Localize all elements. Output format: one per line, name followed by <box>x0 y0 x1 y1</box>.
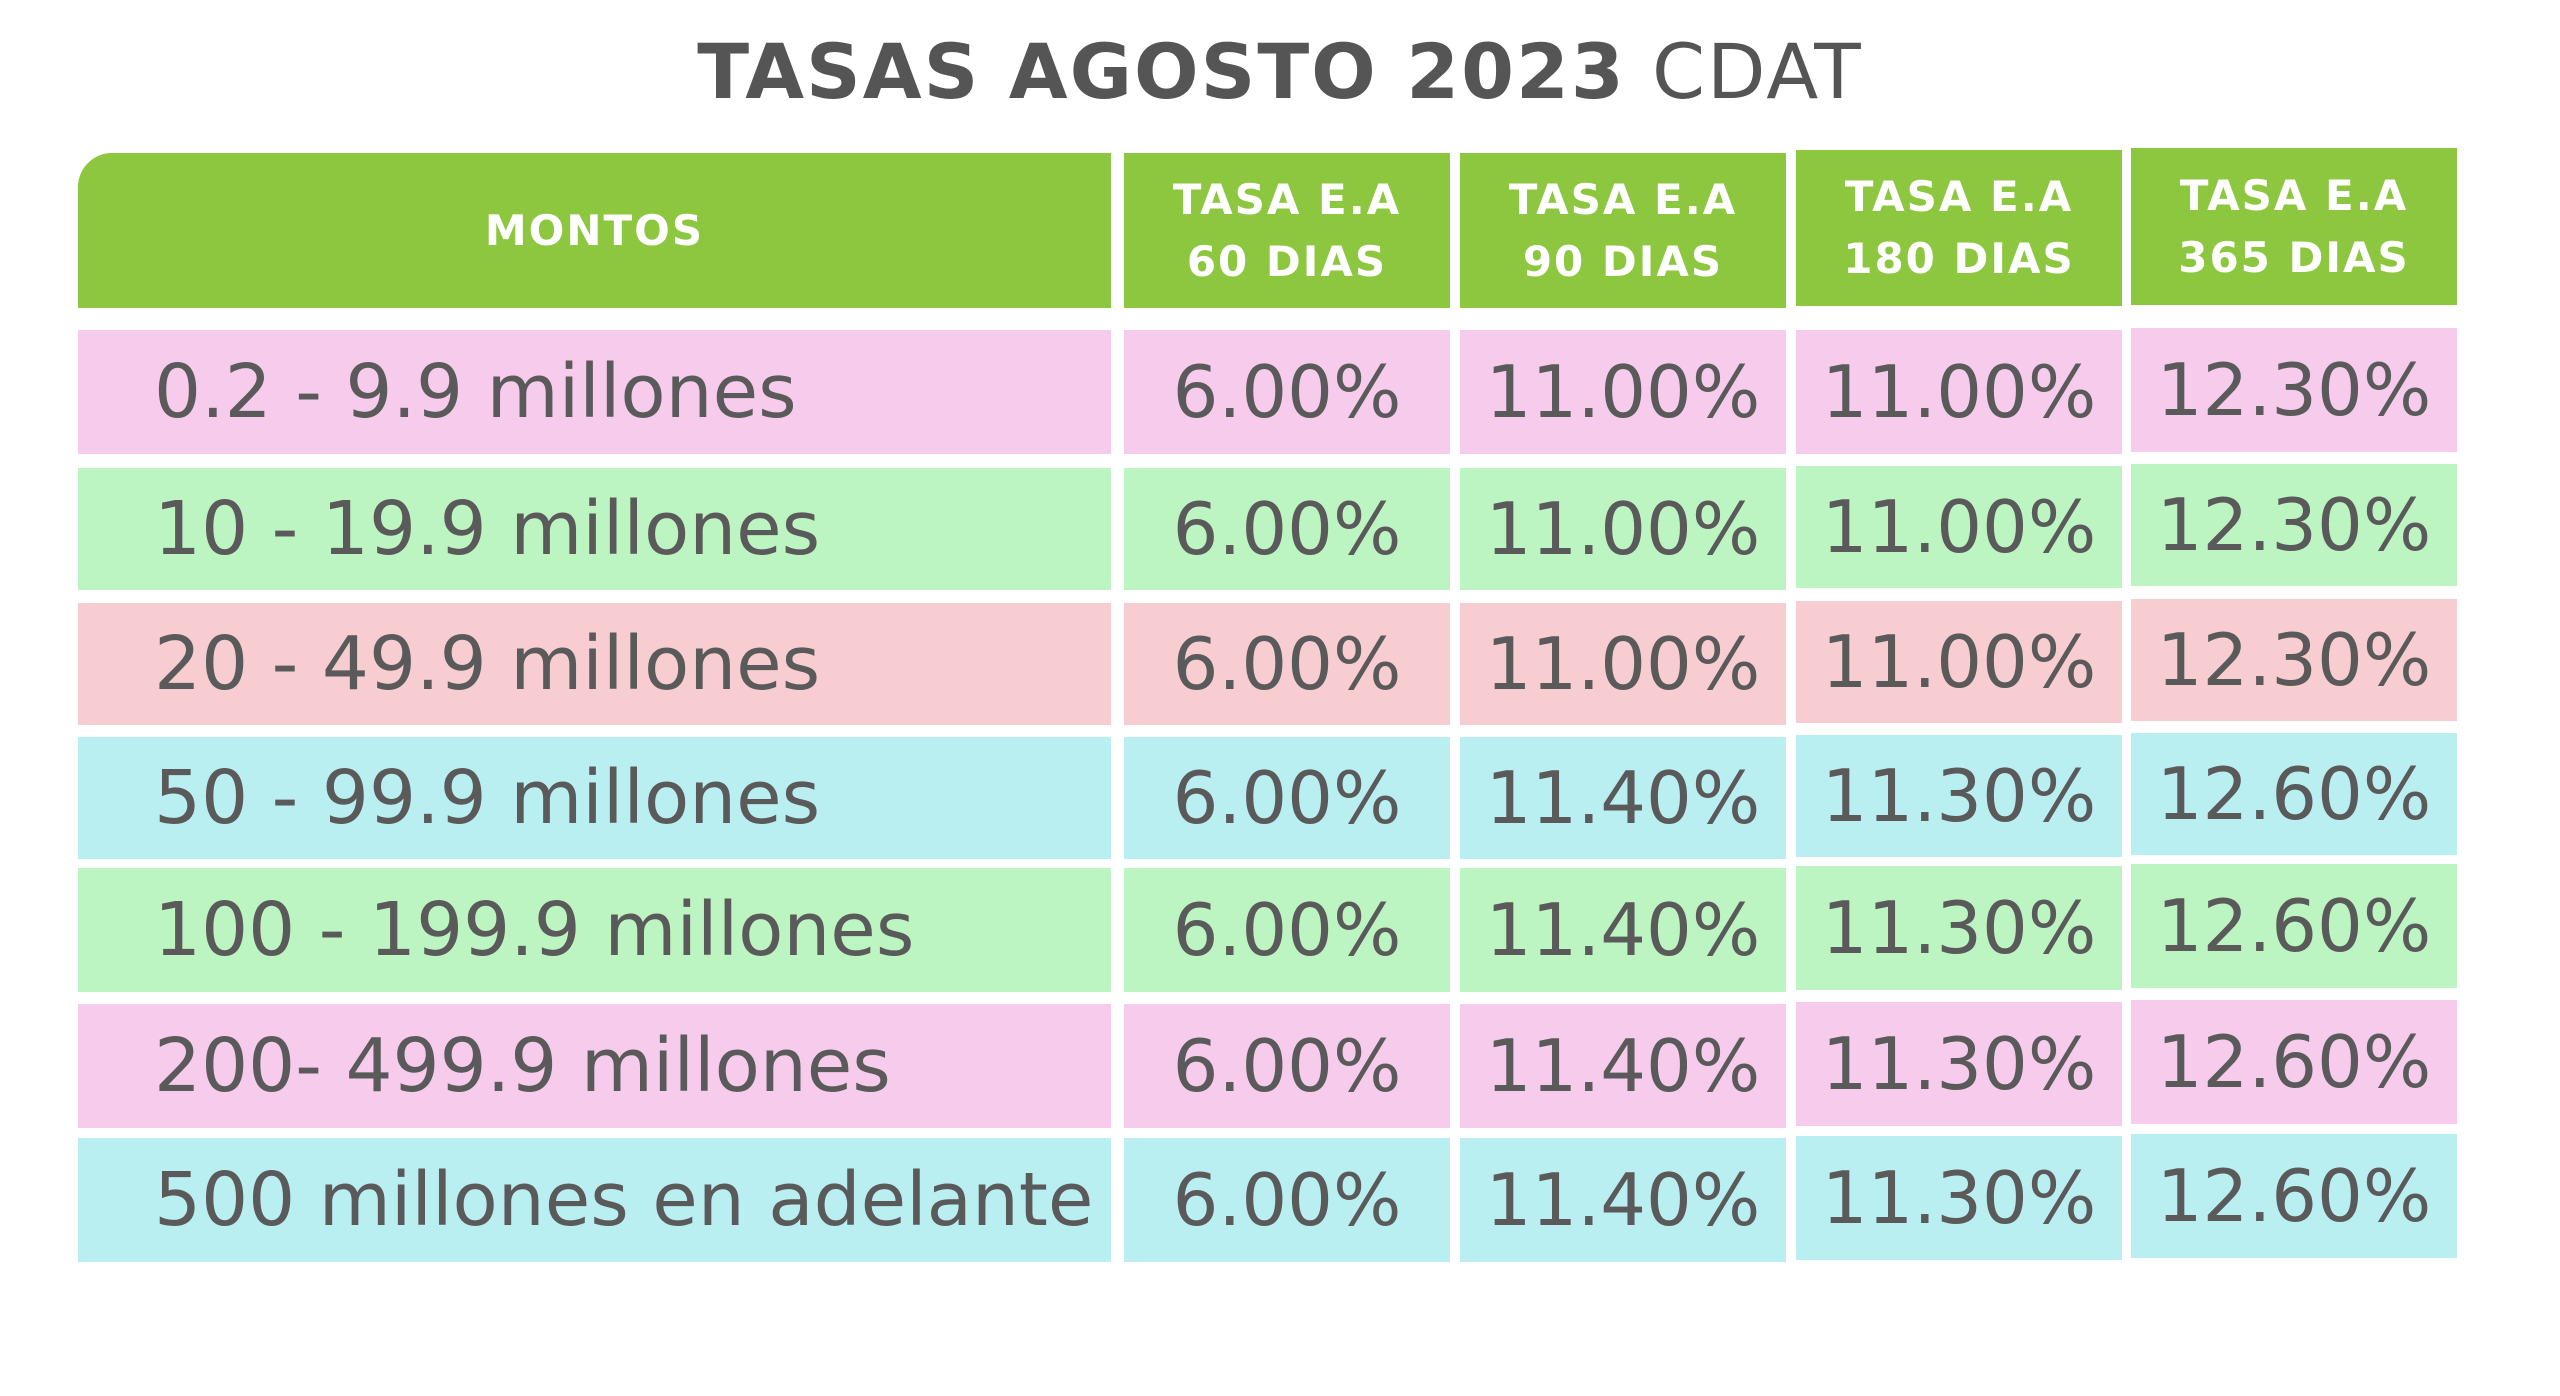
table-row-amount: 200- 499.9 millones <box>78 1004 1111 1128</box>
amount-label: 500 millones en adelante <box>154 1157 1094 1243</box>
amount-label: 10 - 19.9 millones <box>154 486 821 572</box>
header-180-line2: 180 DIAS <box>1843 234 2075 283</box>
header-60-dias: TASA E.A 60 DIAS <box>1124 153 1450 308</box>
rate-cell: 11.30% <box>1796 1002 2122 1126</box>
rate-cell: 12.30% <box>2131 599 2457 721</box>
amount-label: 20 - 49.9 millones <box>154 621 821 707</box>
title-main: TASAS AGOSTO 2023 <box>697 27 1626 116</box>
amount-label: 0.2 - 9.9 millones <box>154 349 797 435</box>
rate-cell: 11.30% <box>1796 1136 2122 1260</box>
rate-cell: 6.00% <box>1124 1004 1450 1128</box>
rate-cell: 6.00% <box>1124 868 1450 992</box>
rate-cell: 11.00% <box>1796 330 2122 454</box>
rate-cell: 11.00% <box>1460 603 1786 725</box>
header-180-line1: TASA E.A <box>1844 172 2074 221</box>
rate-cell: 11.30% <box>1796 866 2122 990</box>
page-title: TASAS AGOSTO 2023 CDAT <box>0 22 2560 122</box>
amount-label: 50 - 99.9 millones <box>154 755 821 841</box>
rate-cell: 11.40% <box>1460 868 1786 992</box>
rate-cell: 11.00% <box>1796 466 2122 588</box>
rate-value: 11.40% <box>1485 1158 1761 1242</box>
rate-cell: 12.60% <box>2131 1134 2457 1258</box>
rate-value: 12.30% <box>2156 618 2432 702</box>
rate-value: 11.40% <box>1485 888 1761 972</box>
rate-value: 12.30% <box>2156 348 2432 432</box>
rate-value: 11.30% <box>1821 1022 2097 1106</box>
header-montos-label: MONTOS <box>484 205 705 255</box>
header-365-dias: TASA E.A 365 DIAS <box>2131 148 2457 305</box>
rate-cell: 12.30% <box>2131 328 2457 452</box>
rate-value: 11.00% <box>1821 620 2097 704</box>
rate-cell: 6.00% <box>1124 1138 1450 1262</box>
header-90-line1: TASA E.A <box>1508 174 1738 224</box>
rate-value: 11.00% <box>1821 350 2097 434</box>
header-60-line2: 60 DIAS <box>1186 236 1388 286</box>
header-180-dias: TASA E.A 180 DIAS <box>1796 150 2122 306</box>
rate-value: 6.00% <box>1172 1158 1402 1242</box>
header-montos: MONTOS <box>78 153 1111 308</box>
rate-value: 11.30% <box>1821 886 2097 970</box>
rate-cell: 11.00% <box>1796 601 2122 723</box>
rate-value: 11.30% <box>1821 754 2097 838</box>
rate-value: 12.60% <box>2156 884 2432 968</box>
rate-cell: 11.00% <box>1460 330 1786 454</box>
rate-cell: 12.60% <box>2131 864 2457 988</box>
table-row-amount: 500 millones en adelante <box>78 1138 1111 1262</box>
rate-cell: 6.00% <box>1124 737 1450 859</box>
rate-value: 6.00% <box>1172 888 1402 972</box>
header-365-line2: 365 DIAS <box>2178 232 2410 282</box>
rate-cell: 12.60% <box>2131 1000 2457 1124</box>
rate-value: 11.00% <box>1485 350 1761 434</box>
table-row-amount: 50 - 99.9 millones <box>78 737 1111 859</box>
rate-cell: 6.00% <box>1124 330 1450 454</box>
header-365-line1: TASA E.A <box>2179 170 2409 220</box>
rate-value: 6.00% <box>1172 487 1402 571</box>
amount-label: 100 - 199.9 millones <box>154 887 915 973</box>
amount-label: 200- 499.9 millones <box>154 1023 891 1109</box>
rate-value: 6.00% <box>1172 756 1402 840</box>
table-row-amount: 0.2 - 9.9 millones <box>78 330 1111 454</box>
header-90-line2: 90 DIAS <box>1522 236 1724 286</box>
rate-cell: 6.00% <box>1124 468 1450 590</box>
rate-value: 6.00% <box>1172 1024 1402 1108</box>
header-90-dias: TASA E.A 90 DIAS <box>1460 153 1786 308</box>
rate-value: 12.60% <box>2156 752 2432 836</box>
rate-value: 6.00% <box>1172 350 1402 434</box>
rate-cell: 6.00% <box>1124 603 1450 725</box>
rate-cell: 12.60% <box>2131 733 2457 855</box>
rate-value: 11.30% <box>1821 1156 2097 1240</box>
rate-cell: 12.30% <box>2131 464 2457 586</box>
table-row-amount: 20 - 49.9 millones <box>78 603 1111 725</box>
rate-value: 11.00% <box>1485 487 1761 571</box>
table-row-amount: 100 - 199.9 millones <box>78 868 1111 992</box>
rate-cell: 11.30% <box>1796 735 2122 857</box>
rate-value: 12.60% <box>2156 1020 2432 1104</box>
rate-value: 11.00% <box>1821 485 2097 569</box>
rate-cell: 11.40% <box>1460 737 1786 859</box>
rate-value: 12.60% <box>2156 1154 2432 1238</box>
rate-cell: 11.40% <box>1460 1004 1786 1128</box>
rate-value: 12.30% <box>2156 483 2432 567</box>
title-suffix: CDAT <box>1651 27 1863 116</box>
rate-value: 11.00% <box>1485 622 1761 706</box>
rate-value: 6.00% <box>1172 622 1402 706</box>
rate-value: 11.40% <box>1485 756 1761 840</box>
table-row-amount: 10 - 19.9 millones <box>78 468 1111 590</box>
header-60-line1: TASA E.A <box>1172 174 1402 224</box>
rate-cell: 11.40% <box>1460 1138 1786 1262</box>
rate-cell: 11.00% <box>1460 468 1786 590</box>
rate-value: 11.40% <box>1485 1024 1761 1108</box>
